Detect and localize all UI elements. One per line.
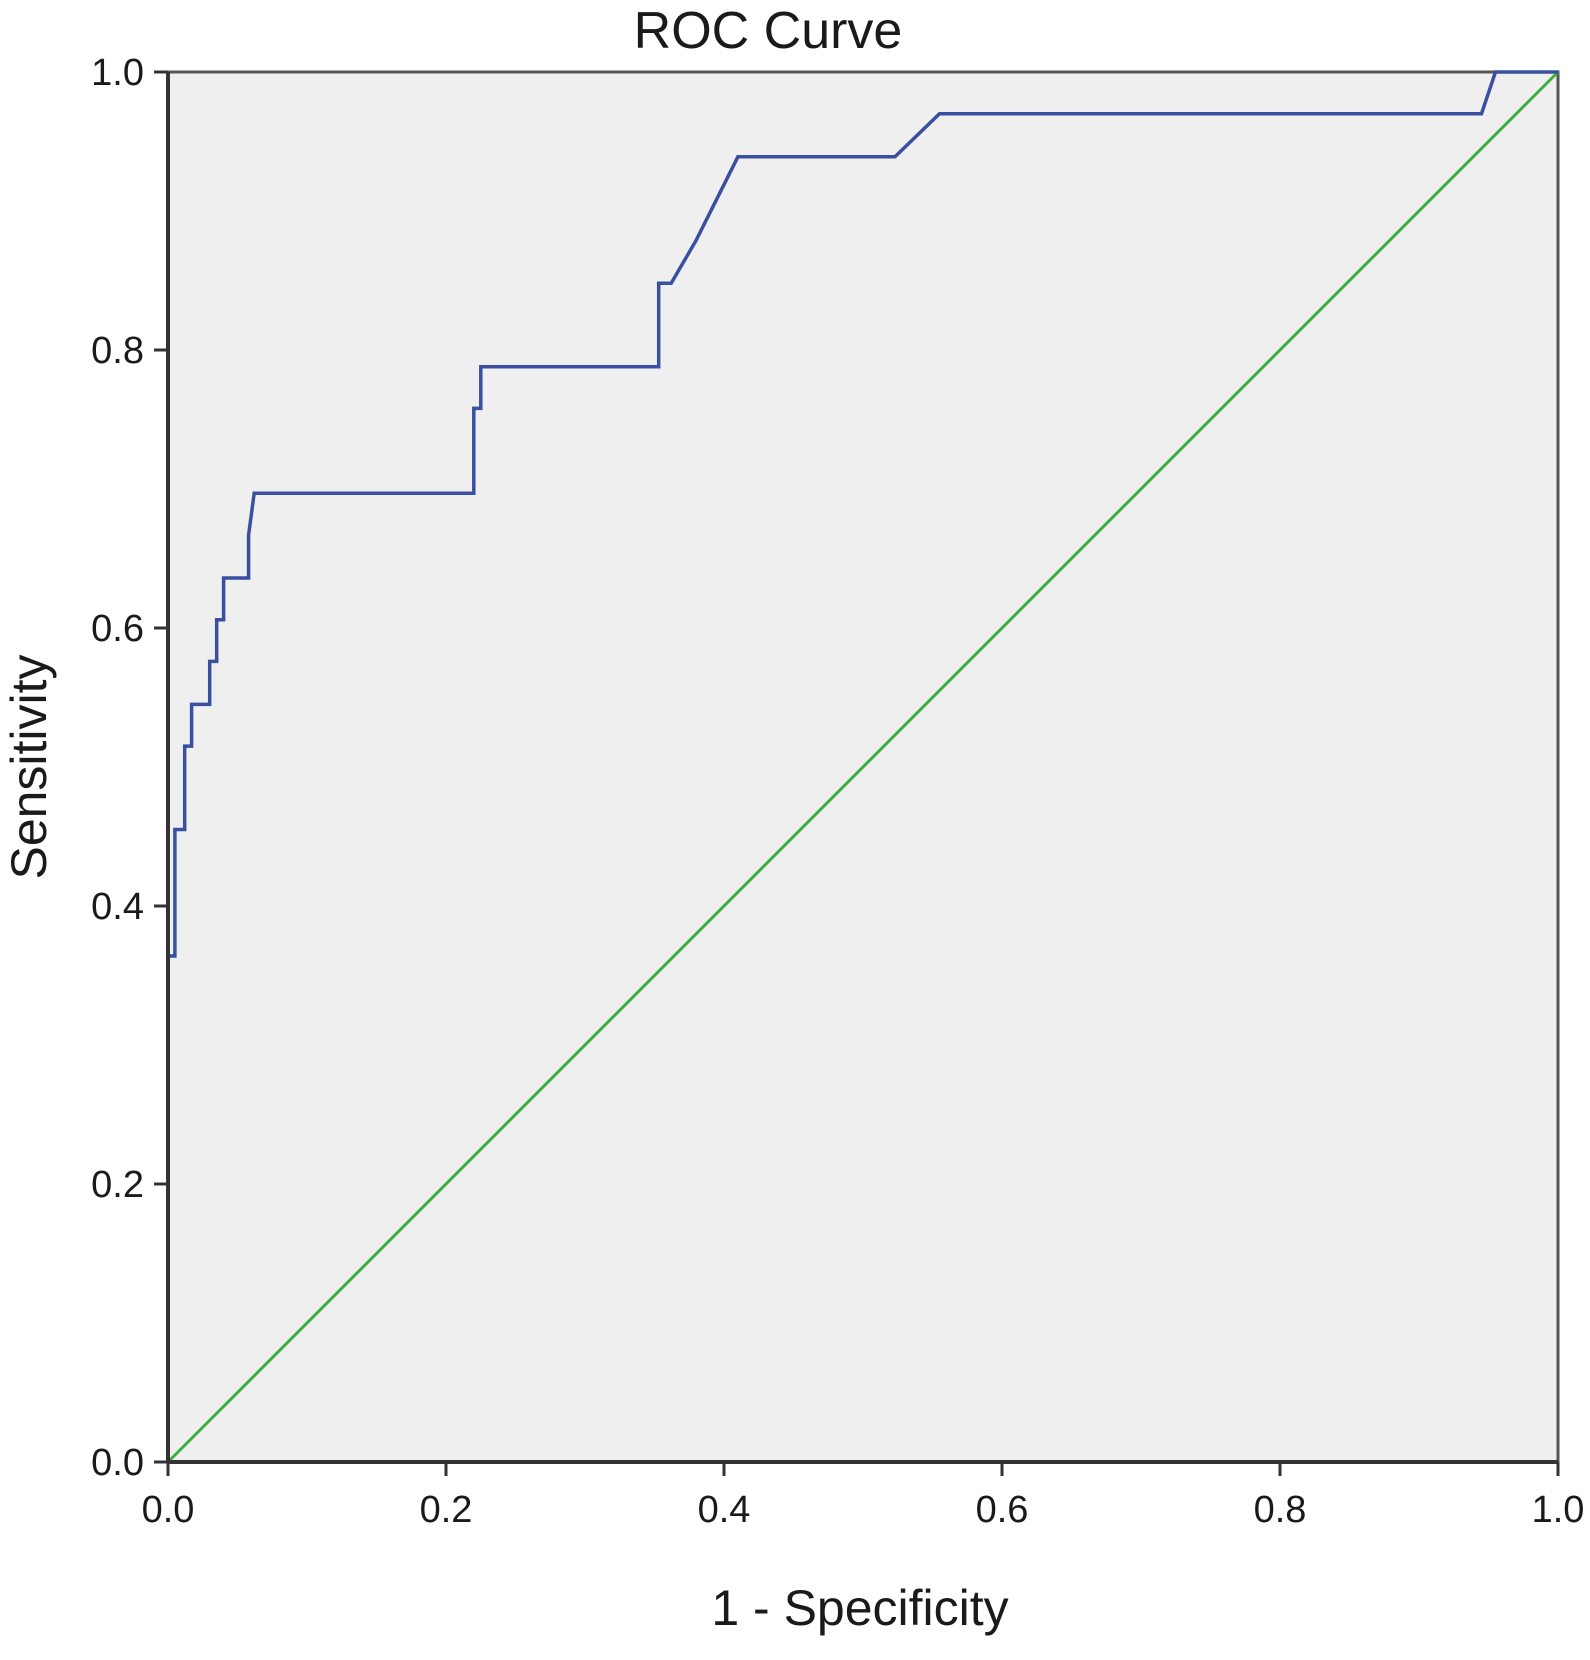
chart-title: ROC Curve xyxy=(634,2,903,60)
y-tick-label: 0.0 xyxy=(91,1442,144,1484)
y-tick-label: 1.0 xyxy=(91,52,144,94)
y-tick-label: 0.2 xyxy=(91,1164,144,1206)
y-tick-label: 0.6 xyxy=(91,608,144,650)
axis-ticks: 0.0 0.2 0.4 0.6 0.8 1.0 0.0 0.2 0.4 0.6 0.8 1.0 xyxy=(91,52,1584,1531)
x-tick-label: 0.6 xyxy=(976,1489,1029,1531)
roc-curve-line xyxy=(166,70,1558,1462)
x-tick-label: 0.4 xyxy=(698,1489,751,1531)
x-tick-label: 1.0 xyxy=(1532,1489,1585,1531)
series-layer xyxy=(166,70,1560,1464)
x-tick-label: 0.8 xyxy=(1254,1489,1307,1531)
y-tick-label: 0.8 xyxy=(91,330,144,372)
x-tick-label: 0.2 xyxy=(420,1489,473,1531)
y-tick-label: 0.4 xyxy=(91,886,144,928)
x-axis-title: 1 - Specificity xyxy=(711,1580,1008,1636)
y-axis-title: Sensitivity xyxy=(1,654,57,879)
reference-diagonal-line xyxy=(166,70,1560,1464)
x-tick-label: 0.0 xyxy=(142,1489,195,1531)
